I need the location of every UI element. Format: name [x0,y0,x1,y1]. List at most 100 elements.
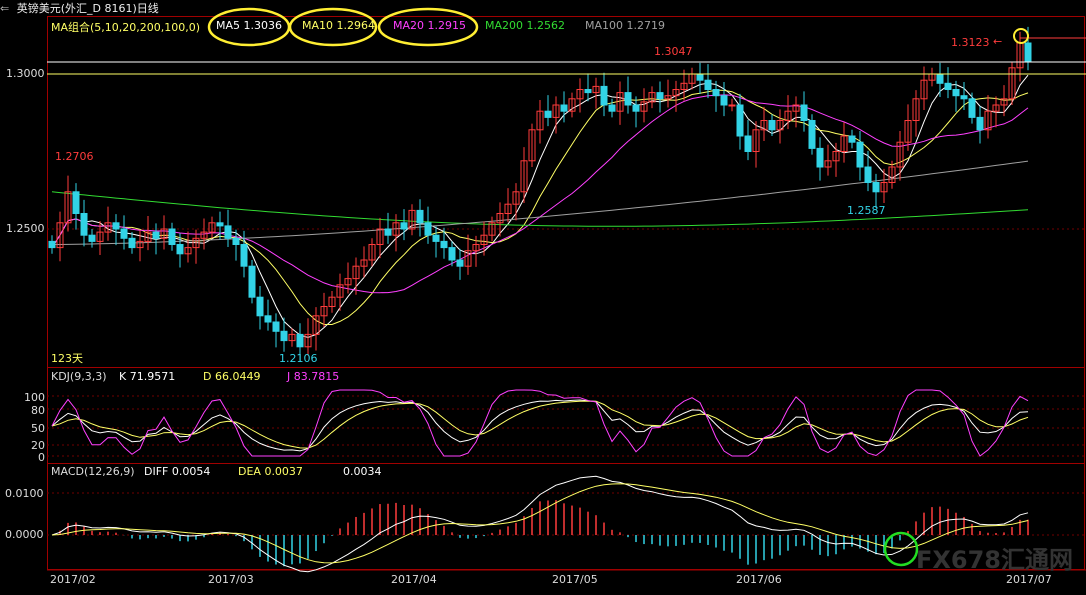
menu-icon[interactable]: ⇐ [0,2,10,15]
candle-down [400,222,408,230]
x-tick-may: 2017/05 [552,573,598,586]
candle-down [216,222,224,227]
candle-down [696,73,704,81]
candle-up [568,98,576,112]
candle-up [472,244,480,252]
candle-up [376,228,384,245]
candle-up [328,296,336,308]
candle-up [512,191,520,205]
candle-down [168,228,176,245]
candle-down [384,228,392,236]
candle-down [624,92,632,106]
candle-down [704,79,712,90]
kdj-k-line [51,399,1029,452]
candle-up [160,228,168,239]
candles [48,26,1032,361]
candle-up [488,222,496,236]
candle-down [224,225,232,239]
candle-up [288,333,296,342]
candle-down [952,89,960,97]
ma10-line [51,89,1029,325]
candle-up [304,333,312,348]
candle-up [880,182,888,193]
price-tick-1.2500: 1.2500 [6,222,45,235]
low-label: 1.2106 [279,352,318,365]
candle-up [680,82,688,91]
kdj-j-value: J 83.7815 [287,370,340,383]
candle-up [832,151,840,162]
candle-down [176,244,184,255]
ma20-highlight-circle [377,7,479,47]
left-label: 1.2706 [55,150,94,163]
candle-up [752,129,760,153]
candle-up [344,278,352,286]
candle-down [632,104,640,112]
macd-diff-value: DIFF 0.0054 [144,465,211,478]
candle-up [920,79,928,100]
candle-down [744,135,752,152]
kdj-label: KDJ(9,3,3) [51,370,107,383]
candle-down [656,92,664,100]
candle-up [648,92,656,103]
candle-down [1024,42,1032,63]
candle-up [368,244,376,261]
kdj-tick-100: 100 [24,391,45,404]
candle-down [968,98,976,118]
macd-tick-0.0100: 0.0100 [5,487,44,500]
ma200-line [51,191,1029,227]
price-tick-1.3000: 1.3000 [6,67,45,80]
kdj-tick-80: 80 [31,404,45,417]
candle-up [64,191,72,224]
candle-up [200,231,208,239]
candle-down [256,296,264,317]
candle-up [904,120,912,143]
candle-up [760,120,768,131]
candle-down [584,89,592,94]
candle-down [128,237,136,249]
candle-up [888,166,896,183]
candle-down [600,85,608,106]
candle-up [392,222,400,236]
candle-up [592,85,600,94]
candle-up [552,104,560,118]
candle-down [280,330,288,342]
candle-down [248,265,256,298]
candle-down [808,120,816,149]
macd-label: MACD(12,26,9) [51,465,135,478]
kdj-k-value: K 71.9571 [119,370,176,383]
ma5-value: MA5 1.3036 [216,19,282,32]
x-tick-apr: 2017/04 [391,573,437,586]
ma200-value: MA200 1.2562 [485,19,565,32]
high-label: 1.3047 [654,45,693,58]
candle-up [792,104,800,112]
candle-down [88,234,96,242]
candle-up [312,315,320,335]
candle-up [504,203,512,214]
candle-up [144,231,152,242]
candle-up [672,89,680,97]
ma10-value: MA10 1.2964 [302,19,375,32]
last-high-circle [1013,28,1029,44]
candle-up [496,213,504,224]
candle-up [208,222,216,233]
ma-group-label: MA组合(5,10,20,200,100,0) [51,21,201,34]
ma100-value: MA100 1.2719 [585,19,665,32]
candle-up [528,129,536,162]
ma10-highlight-circle [288,7,378,47]
candle-down [440,240,448,249]
candle-up [136,240,144,249]
x-tick-jul: 2017/07 [1006,573,1052,586]
kdj-d-value: D 66.0449 [203,370,261,383]
last-high-arrow: ← [993,35,1003,48]
candle-down [856,141,864,168]
candle-up [480,234,488,245]
candle-down [80,213,88,236]
candle-down [232,237,240,246]
candle-down [816,147,824,168]
candle-up [96,231,104,242]
candle-up [640,101,648,112]
candle-up [464,250,472,267]
candle-down [848,135,856,143]
candle-up [616,92,624,112]
